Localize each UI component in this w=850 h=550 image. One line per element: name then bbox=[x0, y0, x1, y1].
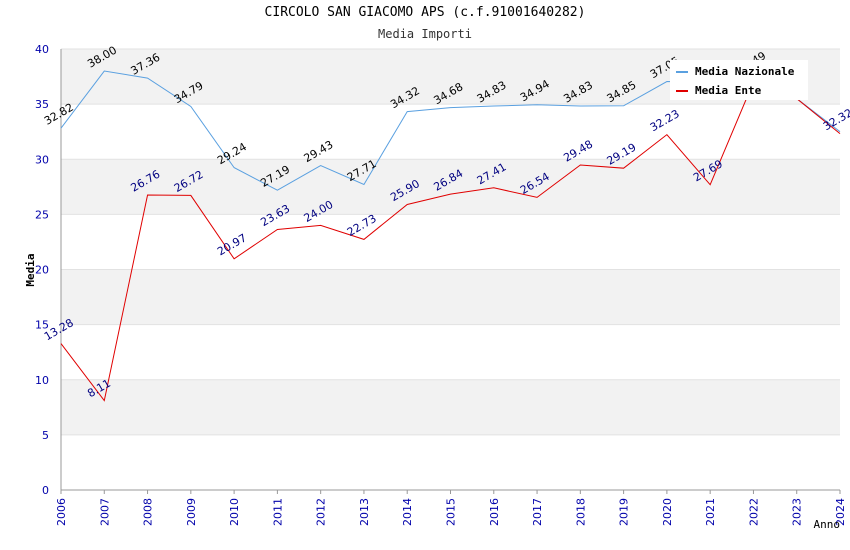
y-axis-title: Media bbox=[24, 253, 37, 286]
legend-swatch-nazionale bbox=[676, 70, 688, 73]
x-tick-label: 2011 bbox=[271, 498, 284, 526]
y-tick-label: 10 bbox=[35, 374, 49, 387]
grid-band bbox=[61, 269, 840, 325]
x-axis-title: Anno bbox=[814, 518, 841, 531]
y-tick-label: 5 bbox=[42, 429, 49, 442]
y-tick-label: 40 bbox=[35, 43, 49, 56]
x-tick-label: 2018 bbox=[574, 498, 587, 526]
y-tick-label: 15 bbox=[35, 319, 49, 332]
x-tick-label: 2021 bbox=[704, 498, 717, 526]
x-tick-label: 2020 bbox=[661, 498, 674, 526]
x-tick-label: 2024 bbox=[834, 498, 847, 526]
x-tick-label: 2023 bbox=[791, 498, 804, 526]
x-tick-label: 2022 bbox=[747, 498, 760, 526]
data-label-ente: 20.97 bbox=[215, 231, 249, 258]
x-tick-label: 2013 bbox=[358, 498, 371, 526]
x-tick-label: 2015 bbox=[445, 498, 458, 526]
y-tick-label: 0 bbox=[42, 484, 49, 497]
data-label-ente: 32.32 bbox=[821, 106, 850, 133]
x-tick-label: 2007 bbox=[98, 498, 111, 526]
x-tick-label: 2017 bbox=[531, 498, 544, 526]
grid-band bbox=[61, 159, 840, 215]
y-tick-label: 20 bbox=[35, 264, 49, 277]
x-tick-label: 2009 bbox=[185, 498, 198, 526]
x-tick-label: 2010 bbox=[228, 498, 241, 526]
series-line-ente bbox=[60, 81, 841, 402]
grid-band bbox=[61, 379, 840, 435]
legend-label-ente: Media Ente bbox=[695, 84, 762, 97]
legend-label-nazionale: Media Nazionale bbox=[695, 65, 795, 78]
y-tick-label: 35 bbox=[35, 98, 49, 111]
x-tick-label: 2019 bbox=[618, 498, 631, 526]
legend-swatch-ente bbox=[676, 89, 688, 92]
x-tick-label: 2006 bbox=[55, 498, 68, 526]
chart-title: CIRCOLO SAN GIACOMO APS (c.f.91001640282… bbox=[264, 5, 586, 20]
y-tick-label: 25 bbox=[35, 208, 49, 221]
data-label-ente: 22.73 bbox=[345, 212, 379, 239]
legend-item-nazionale: Media Nazionale bbox=[676, 65, 794, 78]
y-tick-label: 30 bbox=[35, 153, 49, 166]
data-label-ente: 32.23 bbox=[648, 107, 682, 134]
legend-item-ente: Media Ente bbox=[676, 84, 761, 97]
x-tick-label: 2014 bbox=[401, 498, 414, 526]
x-tick-label: 2008 bbox=[142, 498, 155, 526]
x-tick-label: 2012 bbox=[315, 498, 328, 526]
x-tick-label: 2016 bbox=[488, 498, 501, 526]
chart-subtitle: Media Importi bbox=[378, 27, 472, 41]
chart-legend: Media Nazionale Media Ente bbox=[670, 60, 808, 100]
